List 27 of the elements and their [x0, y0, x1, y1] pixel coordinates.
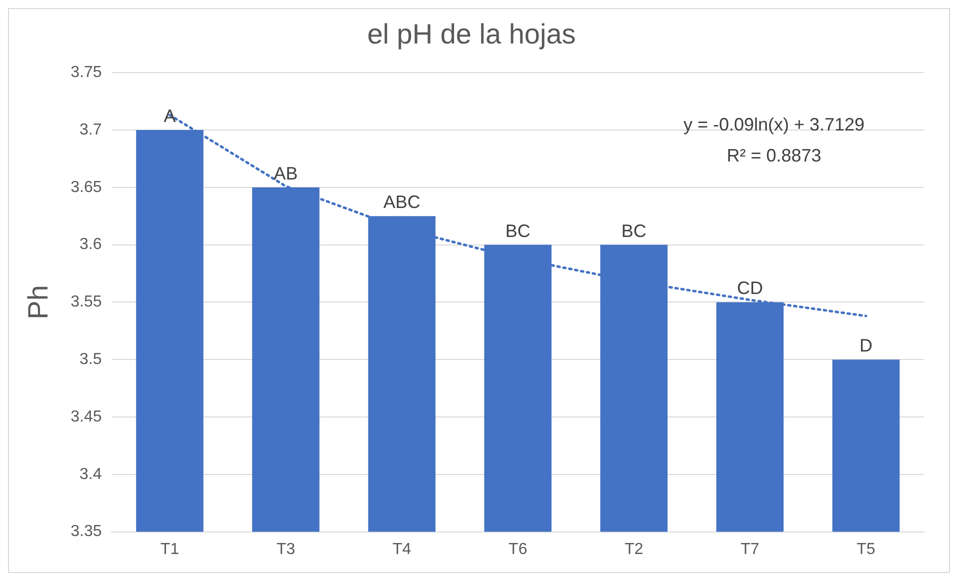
x-tick-label: T1: [160, 540, 180, 558]
y-axis-title: Ph: [22, 285, 54, 320]
data-label: A: [164, 106, 176, 126]
y-tick-label: 3.7: [79, 121, 102, 138]
x-tick-label: T6: [508, 540, 528, 558]
chart-title: el pH de la hojas: [367, 18, 576, 50]
x-tick-label: T3: [276, 540, 296, 558]
y-tick-label: 3.4: [79, 466, 102, 483]
data-label: CD: [736, 278, 763, 298]
x-tick-label: T7: [740, 540, 760, 558]
data-label: BC: [505, 220, 530, 241]
x-tick-label: T5: [856, 540, 876, 558]
annotation: y = -0.09ln(x) + 3.7129: [683, 114, 865, 135]
data-label: BC: [621, 220, 646, 241]
annotation: R² = 0.8873: [726, 146, 822, 166]
x-tick-label: T4: [392, 540, 412, 558]
y-tick-label: 3.75: [70, 64, 102, 82]
data-label: D: [859, 336, 872, 356]
data-label: AB: [274, 163, 298, 184]
y-tick-label: 3.45: [70, 408, 102, 426]
y-tick-label: 3.5: [79, 351, 102, 368]
y-tick-label: 3.65: [70, 178, 102, 196]
y-tick-label: 3.55: [70, 294, 102, 311]
x-tick-label: T2: [624, 540, 644, 558]
y-tick-label: 3.6: [79, 236, 102, 254]
y-tick-label: 3.35: [70, 523, 102, 540]
data-label: ABC: [383, 192, 420, 212]
